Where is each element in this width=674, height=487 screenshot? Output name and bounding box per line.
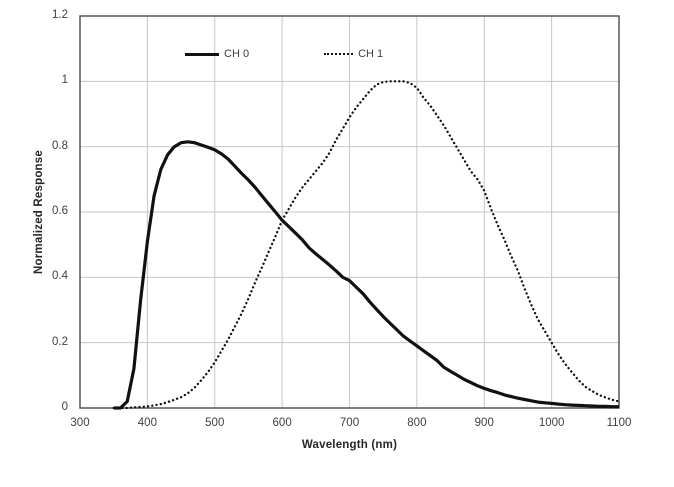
x-tick-label: 800 [407, 417, 427, 429]
y-tick-label: 0 [61, 401, 68, 413]
legend: CH 0 CH 1 [185, 48, 383, 60]
y-tick-label: 1.2 [52, 9, 68, 21]
legend-item-ch0: CH 0 [185, 48, 249, 60]
y-tick-label: 0.6 [52, 205, 68, 217]
series-ch-0-curve [113, 140, 619, 410]
x-tick-label: 500 [205, 417, 225, 429]
legend-label-ch1: CH 1 [358, 48, 384, 60]
x-tick-label: 400 [137, 417, 157, 429]
solid-line-key-icon [185, 52, 219, 56]
series-ch-1-curve [112, 80, 621, 410]
x-axis-title: Wavelength (nm) [301, 439, 398, 451]
y-tick-label: 1 [61, 74, 68, 87]
x-tick-label: 700 [339, 417, 360, 429]
y-tick-label: 0.2 [52, 335, 68, 348]
legend-label-ch0: CH 0 [224, 48, 250, 60]
x-tick-label: 300 [70, 417, 90, 429]
y-tick-label: 0.4 [52, 270, 68, 283]
y-tick-label: 0.8 [52, 139, 68, 152]
x-tick-label: 600 [272, 417, 292, 429]
x-tick-label: 1000 [538, 417, 565, 429]
dotted-line-key-icon [324, 53, 354, 55]
x-tick-label: 1100 [606, 417, 632, 429]
plot-border [79, 15, 620, 409]
x-tick-label: 900 [474, 417, 494, 429]
legend-item-ch1: CH 1 [324, 48, 383, 60]
